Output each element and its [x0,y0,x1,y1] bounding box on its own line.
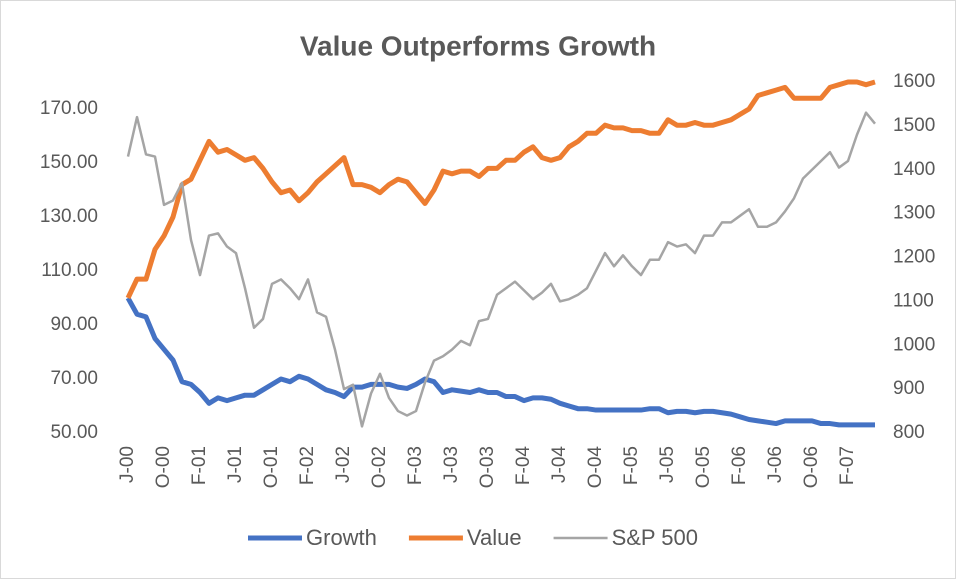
x-tick-label: F-01 [189,446,210,485]
x-tick-label: O-02 [369,446,390,488]
legend-label: S&P 500 [612,525,698,550]
y-tick-label: 70.00 [50,368,98,389]
series-line [125,296,875,428]
x-tick-label: J-06 [765,446,786,483]
series-line [126,111,876,428]
y2-tick-label: 900 [893,378,925,399]
x-tick-label: F-05 [621,446,642,485]
legend-label: Growth [306,525,377,550]
x-tick-label: O-03 [477,446,498,488]
x-tick-label: J-03 [441,446,462,483]
x-tick-label: O-04 [585,446,606,489]
legend-label: Value [467,525,522,550]
x-tick-label: J-04 [549,446,570,483]
y2-tick-label: 800 [893,422,925,443]
y-tick-label: 150.00 [40,152,98,173]
x-tick-label: O-06 [801,446,822,488]
y2-tick-label: 1600 [893,71,935,92]
x-tick-label: O-01 [261,446,282,488]
series-line [125,79,876,300]
x-tick-label: F-03 [405,446,426,485]
y-tick-label: 130.00 [40,206,98,227]
x-tick-label: O-00 [153,446,174,488]
y2-tick-label: 1500 [893,115,935,136]
y-tick-label: 170.00 [40,98,98,119]
x-tick-label: F-04 [513,446,534,486]
y-tick-label: 90.00 [50,314,98,335]
y2-tick-label: 1300 [893,203,935,224]
x-tick-label: F-02 [297,446,318,485]
y2-tick-label: 1400 [893,159,935,180]
y-tick-label: 110.00 [41,260,98,281]
x-tick-label: O-05 [693,446,714,488]
chart-title: Value Outperforms Growth [300,30,656,61]
x-tick-label: J-01 [225,446,246,483]
x-tick-label: J-02 [333,446,354,483]
x-tick-label: J-05 [657,446,678,483]
x-tick-label: F-07 [837,446,858,485]
x-tick-label: F-06 [729,446,750,485]
x-tick-label: J-00 [117,446,138,483]
y-tick-label: 50.00 [50,422,98,443]
y2-tick-label: 1100 [893,290,934,311]
y2-tick-label: 1200 [893,247,935,268]
y2-tick-label: 1000 [893,334,935,355]
